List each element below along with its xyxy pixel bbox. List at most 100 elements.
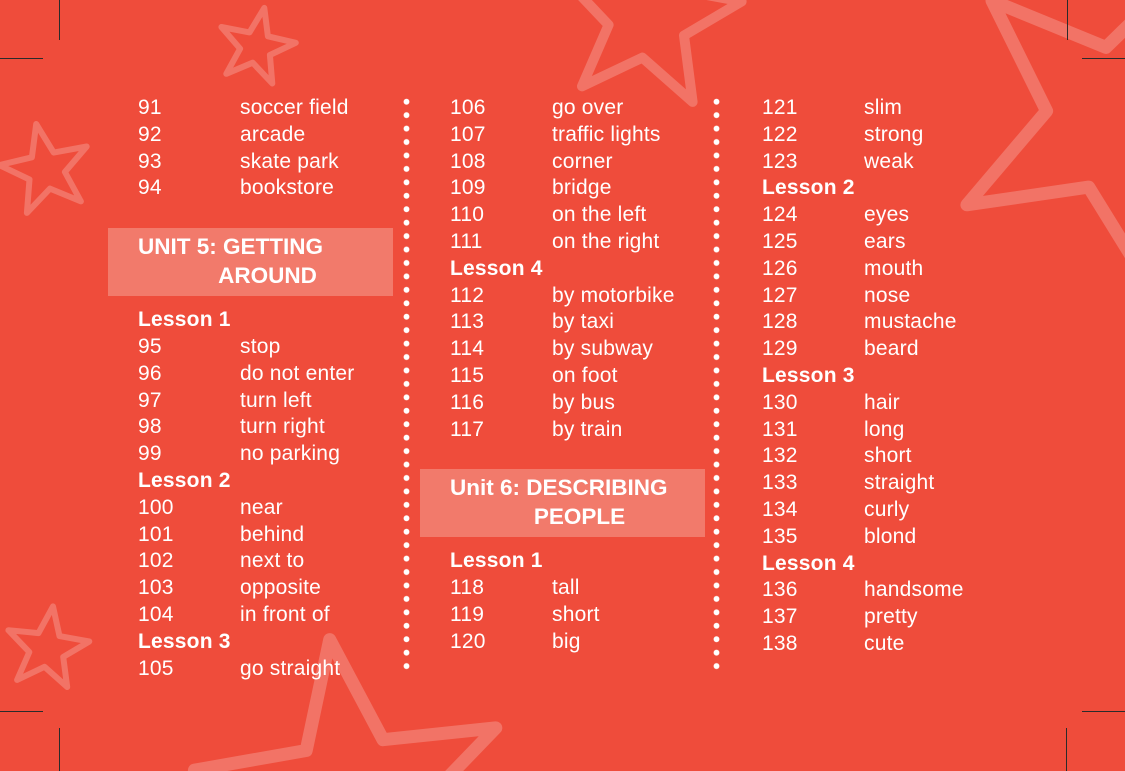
word-entry-row: 118 tall: [450, 575, 750, 602]
entry-word: short: [864, 444, 912, 468]
entry-word: strong: [864, 122, 924, 146]
entry-word: weak: [864, 149, 914, 173]
word-entry-row: 120 big: [450, 629, 750, 656]
entry-number: 130: [762, 390, 798, 414]
word-entry-row: 113 by taxi: [450, 309, 750, 336]
entry-word: blond: [864, 524, 917, 548]
entry-number: 104: [138, 602, 174, 626]
entry-word: by train: [552, 417, 623, 441]
entry-number: 134: [762, 497, 798, 521]
word-entry-row: 92 arcade: [138, 122, 438, 149]
lesson-heading: Lesson 4: [762, 551, 855, 575]
entry-number: 124: [762, 203, 798, 227]
word-entry-row: 91 soccer field: [138, 95, 438, 122]
entry-number: 122: [762, 122, 798, 146]
entry-word: slim: [864, 96, 903, 119]
entry-word: opposite: [240, 576, 321, 600]
word-entry-row: 128 mustache: [762, 309, 1062, 336]
unit-heading-line: Unit 6: DESCRIBING: [450, 475, 668, 501]
entry-number: 92: [138, 122, 162, 146]
entry-number: 125: [762, 229, 798, 253]
word-entry-row: 100 near: [138, 495, 438, 522]
entry-word: big: [552, 629, 581, 653]
crop-mark-top-left-h: [0, 58, 43, 59]
word-entry-row: 133 straight: [762, 470, 1062, 497]
lesson-heading: Lesson 2: [138, 468, 231, 492]
entry-word: go over: [552, 96, 624, 119]
dotted-divider-left: [403, 95, 410, 673]
entry-word: nose: [864, 283, 911, 307]
entry-number: 101: [138, 522, 174, 546]
entry-number: 120: [450, 629, 486, 653]
crop-mark-top-left-v: [59, 0, 60, 40]
entry-word: skate park: [240, 149, 339, 173]
word-entry-row: 104 in front of: [138, 602, 438, 629]
entry-word: by subway: [552, 337, 654, 361]
entry-number: 135: [762, 524, 798, 548]
dotted-divider-right: [713, 95, 720, 673]
entry-number: 121: [762, 96, 798, 119]
lesson-heading: Lesson 4: [450, 256, 543, 280]
word-entry-row: 115 on foot: [450, 363, 750, 390]
entry-word: eyes: [864, 203, 910, 227]
entry-number: 105: [138, 656, 174, 680]
entry-word: curly: [864, 497, 910, 521]
word-entry-row: 138 cute: [762, 631, 1062, 658]
unit-heading-line: AROUND: [218, 263, 317, 289]
entry-word: on the right: [552, 229, 660, 253]
lesson-heading: Lesson 3: [138, 629, 231, 653]
entry-number: 93: [138, 149, 162, 173]
word-entry-row: 99 no parking: [138, 441, 438, 468]
entry-number: 137: [762, 605, 798, 629]
entry-number: 117: [450, 417, 485, 441]
crop-mark-bottom-right-v: [1066, 728, 1067, 771]
word-entry-row: 121 slim: [762, 95, 1062, 122]
word-entry-row: 135 blond: [762, 524, 1062, 551]
entry-word: corner: [552, 149, 613, 173]
word-entry-row: 108 corner: [450, 149, 750, 176]
entry-word: traffic lights: [552, 122, 661, 146]
entry-number: 116: [450, 390, 485, 414]
crop-mark-bottom-left-h: [0, 711, 43, 712]
word-entry-row: 129 beard: [762, 336, 1062, 363]
entry-number: 109: [450, 176, 486, 200]
entry-word: behind: [240, 522, 305, 546]
entry-word: turn right: [240, 415, 325, 439]
word-entry-row: 96 do not enter: [138, 361, 438, 388]
entry-number: 112: [450, 283, 485, 307]
word-entry-row: 137 pretty: [762, 604, 1062, 631]
star-icon: [187, 633, 503, 771]
entry-word: ears: [864, 229, 906, 253]
crop-mark-top-right-h: [1082, 58, 1125, 59]
word-list-column-3: 121 slim 122 strong 123 weak Lesson 2 124 eyes 12…: [762, 95, 1062, 658]
lesson-heading: Lesson 2: [762, 176, 855, 200]
entry-number: 96: [138, 361, 162, 385]
word-entry-row: 102 next to: [138, 548, 438, 575]
word-entry-row: 125 ears: [762, 229, 1062, 256]
word-entry-row: 98 turn right: [138, 414, 438, 441]
entry-word: arcade: [240, 122, 306, 146]
word-entry-row: 101 behind: [138, 522, 438, 549]
entry-number: 127: [762, 283, 798, 307]
word-entry-row: 131 long: [762, 417, 1062, 444]
crop-mark-bottom-left-v: [59, 728, 60, 771]
word-entry-row: 94 bookstore: [138, 175, 438, 202]
entry-number: 111: [450, 229, 483, 253]
entry-number: 114: [450, 337, 485, 361]
unit-heading-line: PEOPLE: [533, 504, 626, 530]
entry-word: on the left: [552, 203, 647, 227]
unit-heading: UNIT 5: GETTING AROUND: [108, 228, 393, 297]
word-entry-row: 103 opposite: [138, 575, 438, 602]
entry-number: 106: [450, 96, 486, 119]
star-icon: [0, 121, 90, 216]
entry-word: turn left: [240, 388, 312, 412]
lesson-heading: Lesson 3: [762, 363, 855, 387]
entry-word: no parking: [240, 442, 341, 466]
lesson-heading: Lesson 1: [138, 308, 231, 332]
entry-number: 128: [762, 310, 798, 334]
entry-number: 131: [762, 417, 798, 441]
entry-word: mustache: [864, 310, 957, 334]
entry-word: do not enter: [240, 361, 355, 385]
